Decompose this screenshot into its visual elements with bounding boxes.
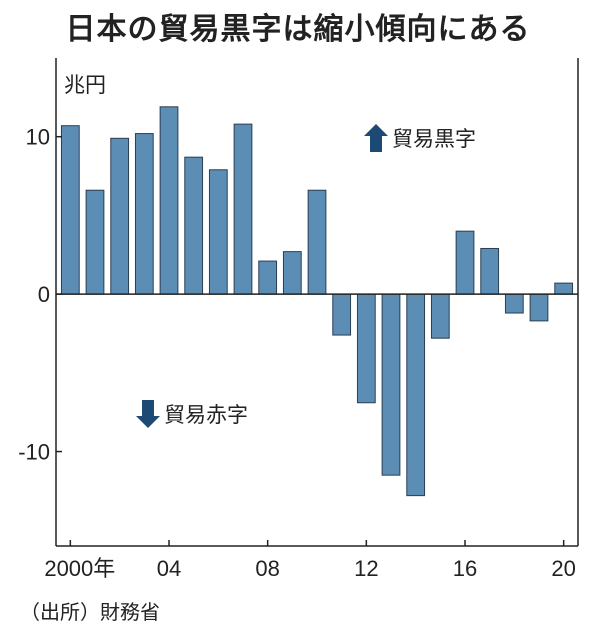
bar-2014: [406, 293, 426, 497]
bar-2019: [529, 293, 549, 322]
y-tick-label--10: -10: [18, 440, 50, 465]
bar-2009: [282, 251, 302, 295]
x-tick-label-2004: 04: [157, 556, 181, 581]
x-tick-label-2000: 2000年: [44, 556, 115, 581]
bar-2011: [332, 293, 352, 336]
x-tick-label-2016: 16: [453, 556, 477, 581]
bar-2018: [504, 293, 524, 314]
x-tick-label-2020: 20: [551, 556, 575, 581]
y-tick-label-10: 10: [26, 125, 50, 150]
bar-2005: [184, 156, 204, 295]
bar-2003: [134, 133, 154, 295]
x-tick-label-2008: 08: [255, 556, 279, 581]
bar-2016: [455, 230, 475, 295]
source-note: （出所）財務省: [20, 600, 160, 624]
bar-2007: [233, 123, 253, 295]
bar-2013: [381, 293, 401, 476]
up-arrow-icon: [364, 124, 388, 152]
bar-2002: [110, 137, 130, 295]
bar-2020: [554, 282, 574, 295]
bar-2001: [85, 189, 105, 295]
bar-2012: [356, 293, 376, 404]
annotation-surplus: 貿易黒字: [392, 127, 476, 151]
bar-2008: [258, 260, 278, 295]
chart-title: 日本の貿易黒字は縮小傾向にある: [65, 12, 531, 47]
x-tick-label-2012: 12: [354, 556, 378, 581]
annotation-deficit: 貿易赤字: [164, 403, 248, 427]
bar-2010: [307, 189, 327, 295]
bar-2017: [480, 247, 500, 295]
bar-2000: [60, 125, 80, 295]
down-arrow-icon: [136, 400, 160, 428]
bar-2015: [430, 293, 450, 339]
bar-2004: [159, 106, 179, 295]
y-tick-label-0: 0: [38, 282, 50, 307]
bar-2006: [208, 169, 228, 295]
y-unit-label: 兆円: [64, 73, 106, 97]
